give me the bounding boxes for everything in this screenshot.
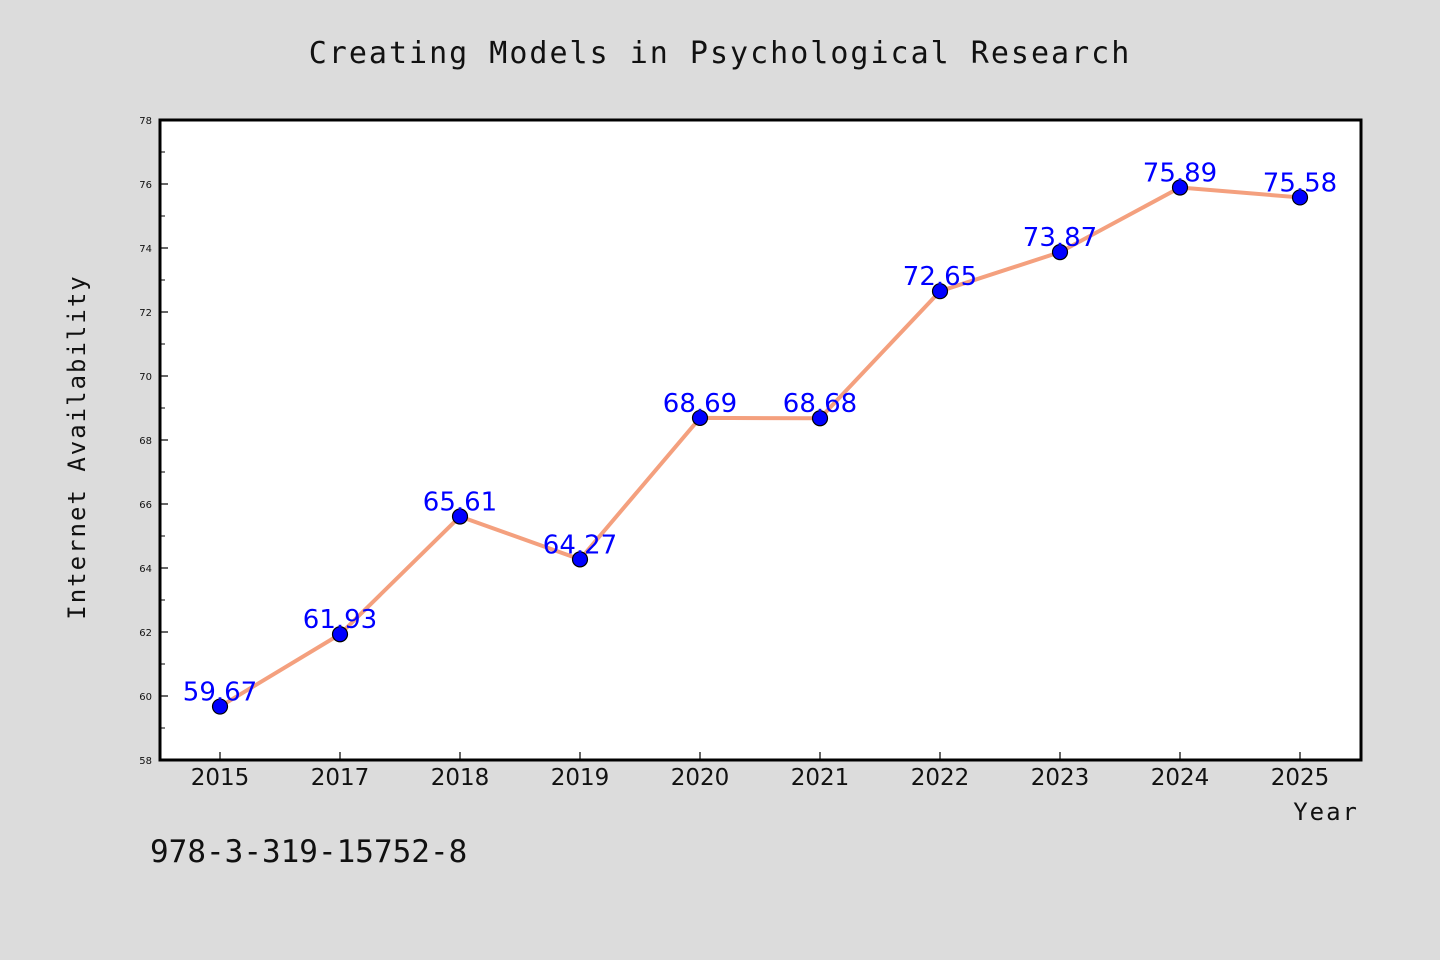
x-tick-label: 2023: [1031, 765, 1090, 791]
x-tick-label: 2017: [311, 765, 370, 791]
data-label: 68.68: [783, 389, 857, 419]
isbn-text: 978-3-319-15752-8: [150, 834, 468, 870]
x-tick-label: 2020: [671, 765, 730, 791]
data-point: [811, 410, 829, 427]
y-tick-label: 76: [139, 180, 152, 191]
x-tick-label: 2022: [911, 765, 970, 791]
y-tick-label: 66: [139, 500, 152, 511]
data-point: [571, 551, 589, 568]
x-axis: 2015 2017 2018 2019 2020 2021 2022 2023 2024 2025: [191, 752, 1330, 791]
data-point: [1051, 244, 1069, 261]
data-point: [211, 698, 229, 715]
y-tick-label: 72: [139, 308, 152, 319]
y-axis: 58 60 62 64 66 68 70 72 74 76 78: [139, 116, 168, 767]
y-tick-label: 62: [139, 628, 152, 639]
chart-title: Creating Models in Psychological Researc…: [309, 36, 1132, 71]
series-line-group: [211, 179, 1309, 715]
x-tick-label: 2021: [791, 765, 850, 791]
x-tick-label: 2018: [431, 765, 490, 791]
data-point: [931, 283, 949, 300]
data-label: 68.69: [663, 389, 737, 419]
data-label: 65.61: [423, 487, 497, 517]
data-label: 72.65: [903, 262, 977, 292]
series-line: [218, 185, 1301, 709]
data-label: 73.87: [1023, 223, 1097, 253]
y-tick-label: 60: [139, 692, 152, 703]
data-label: 59.67: [183, 678, 257, 708]
data-point: [451, 508, 469, 525]
data-label-group: 59.67 61.93 65.61 64.27 68.69 68.68 72.65 73.87…: [183, 159, 1337, 708]
data-label: 61.93: [303, 605, 377, 635]
y-tick-label: 70: [139, 372, 152, 383]
data-label: 75.58: [1263, 168, 1337, 198]
x-tick-label: 2024: [1151, 765, 1210, 791]
x-tick-label: 2015: [191, 765, 250, 791]
plot-area: [158, 118, 1363, 762]
y-tick-label: 74: [139, 244, 152, 255]
data-point: [691, 409, 709, 427]
data-label: 64.27: [543, 530, 617, 560]
y-tick-label: 58: [139, 756, 152, 767]
data-point: [1291, 189, 1309, 206]
data-point: [1171, 179, 1189, 196]
x-tick-label: 2019: [551, 765, 610, 791]
y-tick-label: 78: [139, 116, 152, 127]
x-tick-label: 2025: [1271, 765, 1330, 791]
y-tick-label: 68: [139, 436, 152, 447]
data-point: [331, 626, 349, 643]
y-axis-label: Internet Availability: [63, 274, 91, 619]
y-tick-label: 64: [139, 564, 152, 575]
data-label: 75.89: [1143, 159, 1217, 189]
x-axis-label: Year: [1293, 798, 1359, 826]
